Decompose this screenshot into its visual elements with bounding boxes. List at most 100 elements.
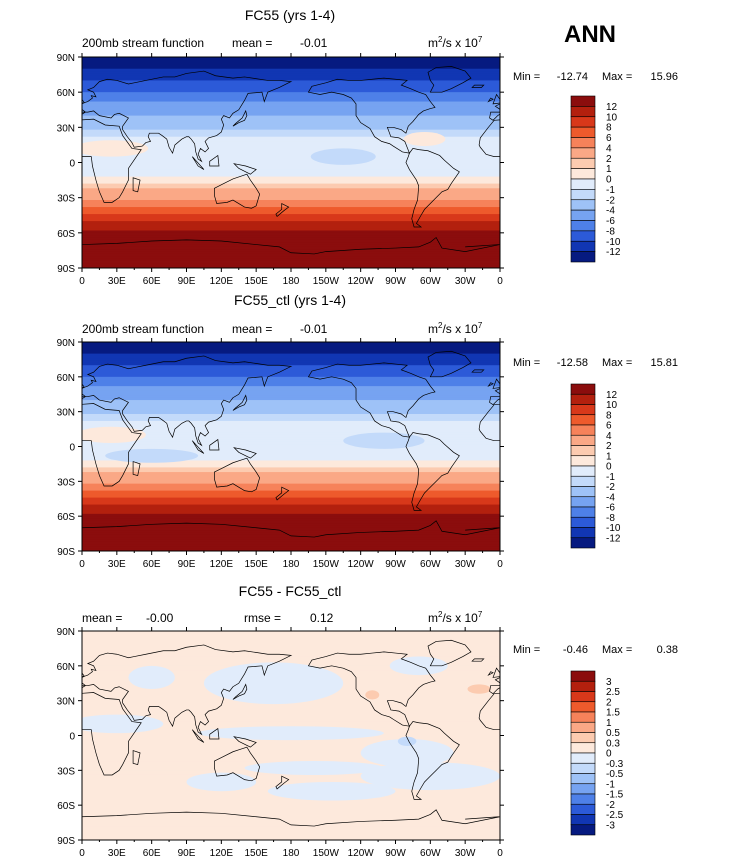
field-band [82, 197, 500, 201]
field-band [82, 246, 500, 250]
colorbar-label: 0 [606, 175, 612, 186]
field-band [82, 537, 500, 540]
colorbar-label: 1 [606, 164, 612, 175]
chart-panel-2: 0 30E 60E 90E 120E 150E 180 150W 120W 90W 60W 30W 09… [57, 292, 678, 570]
field-band [82, 709, 500, 713]
min-label: Min = [513, 644, 540, 656]
colorbar-box [570, 106, 596, 118]
max-value: 15.96 [650, 71, 678, 83]
colorbar-box [570, 742, 596, 754]
field-band [82, 418, 500, 422]
field-anomaly [397, 736, 417, 746]
x-tick-label: 120E [210, 559, 234, 570]
colorbar-box [570, 721, 596, 733]
colorbar-box [570, 803, 596, 815]
field-band [82, 705, 500, 709]
coastline-outline [464, 350, 500, 538]
field-band [82, 376, 500, 380]
field-band [82, 525, 500, 529]
field-band [82, 265, 500, 268]
x-tick-label: 0 [79, 276, 85, 287]
field-band [82, 809, 500, 813]
field-band [82, 432, 500, 436]
field-band [82, 388, 500, 392]
field-band [82, 476, 500, 480]
colorbar-box [570, 455, 596, 467]
field-band [82, 798, 500, 802]
colorbar-label: 0 [606, 462, 612, 473]
field-band [82, 742, 500, 746]
field-band [82, 134, 500, 138]
x-tick-label: 0 [497, 559, 503, 570]
field-band [82, 420, 500, 424]
y-tick-label: 30S [57, 766, 75, 777]
field-band [82, 171, 500, 175]
field-band [82, 747, 500, 751]
colorbar-box [570, 814, 596, 826]
field-band [82, 237, 500, 241]
x-tick-label: 90W [385, 276, 406, 287]
colorbar-box [570, 506, 596, 518]
field-band [82, 218, 500, 222]
y-tick-label: 60S [57, 801, 75, 812]
field-band [82, 469, 500, 473]
colorbar-box [570, 527, 596, 539]
field-band [82, 200, 500, 203]
field-band [82, 358, 500, 362]
x-tick-label: 0 [497, 848, 503, 859]
field-band [82, 781, 500, 785]
field-anomaly [365, 690, 380, 700]
min-value: -12.58 [557, 357, 588, 369]
colorbar-box [570, 783, 596, 795]
field-band [82, 372, 500, 376]
field-band [82, 66, 500, 70]
variable-label: 200mb stream function [82, 322, 204, 336]
colorbar-box [570, 824, 596, 836]
field-band [82, 651, 500, 655]
field-band [82, 661, 500, 665]
field-band [82, 82, 500, 86]
colorbar-label: -4 [606, 492, 615, 503]
field-3 [82, 631, 500, 840]
field-band [82, 160, 500, 164]
colorbar-label: 0 [606, 749, 612, 760]
field-band [82, 520, 500, 524]
variable-label: 200mb stream function [82, 36, 204, 50]
colorbar-box [570, 178, 596, 190]
field-band [82, 258, 500, 262]
field-band [82, 756, 500, 760]
colorbar-box [570, 445, 596, 457]
colorbar-label: 1.5 [606, 708, 620, 719]
field-1 [82, 57, 500, 268]
x-tick-label: 90W [385, 848, 406, 859]
field-band [82, 221, 500, 225]
field-band [82, 437, 500, 441]
field-band [82, 155, 500, 159]
field-band [82, 253, 500, 257]
field-band [82, 136, 500, 140]
colorbar-label: -6 [606, 216, 615, 227]
field-band [82, 740, 500, 744]
colorbar-box [570, 168, 596, 180]
field-band [82, 479, 500, 482]
field-band [82, 416, 500, 420]
field-band [82, 518, 500, 522]
x-tick-label: 90E [178, 848, 196, 859]
units-label: m2/s x 107 [428, 35, 483, 50]
field-band [82, 355, 500, 359]
field-band [82, 367, 500, 371]
field-band [82, 714, 500, 718]
field-band [82, 754, 500, 757]
field-band [82, 99, 500, 103]
field-band [82, 434, 500, 438]
field-band [82, 425, 500, 429]
colorbar-label: 2.5 [606, 687, 620, 698]
field-band [82, 407, 500, 410]
colorbar-label: 2 [606, 154, 612, 165]
rmse-label: rmse = [244, 611, 281, 625]
field-band [82, 509, 500, 513]
x-tick-label: 60E [143, 848, 161, 859]
colorbar-label: -0.5 [606, 769, 624, 780]
field-band [82, 460, 500, 464]
field-band [82, 185, 500, 189]
